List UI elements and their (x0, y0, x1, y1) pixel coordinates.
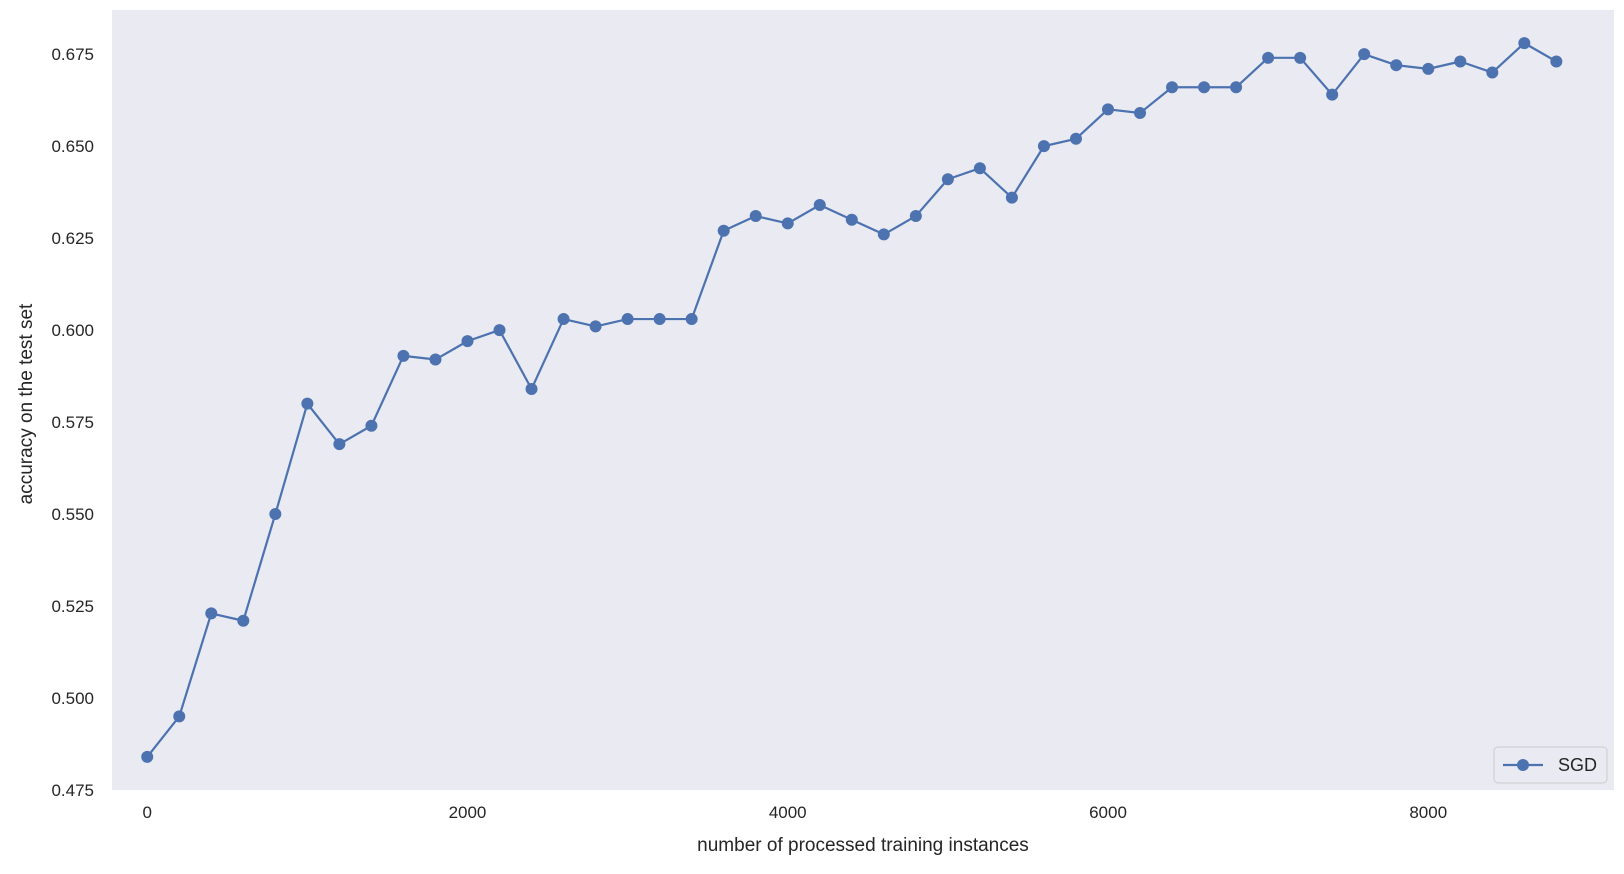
data-point (941, 173, 954, 186)
legend-label-sgd: SGD (1558, 755, 1597, 775)
y-axis-label: accuracy on the test set (16, 303, 37, 504)
data-point (973, 162, 986, 175)
y-tick-label: 0.525 (51, 597, 94, 616)
data-point (1326, 88, 1339, 101)
data-point (173, 710, 186, 723)
y-tick-label: 0.500 (51, 689, 94, 708)
data-point (365, 419, 378, 432)
data-point (237, 614, 250, 627)
data-point (1037, 140, 1050, 153)
data-point (1069, 132, 1082, 145)
data-point (589, 320, 602, 333)
legend-box (1493, 746, 1608, 784)
data-point (1101, 103, 1114, 116)
data-point (1166, 81, 1179, 94)
data-point (877, 228, 890, 241)
data-point (845, 213, 858, 226)
series-layer (141, 37, 1563, 763)
data-point (301, 397, 314, 410)
data-point (1294, 51, 1307, 64)
data-point (1198, 81, 1211, 94)
y-tick-label: 0.600 (51, 321, 94, 340)
y-tick-label: 0.550 (51, 505, 94, 524)
data-point (397, 349, 410, 362)
data-point (685, 313, 698, 326)
data-point (1390, 59, 1403, 72)
data-point (333, 438, 346, 451)
data-point (621, 313, 634, 326)
x-tick-label: 2000 (449, 803, 487, 822)
data-point (909, 210, 922, 223)
data-point (813, 199, 826, 211)
data-point (141, 750, 154, 763)
x-tick-label: 6000 (1089, 803, 1127, 822)
data-point (1005, 191, 1018, 204)
data-point (461, 335, 474, 348)
data-point (1550, 55, 1563, 68)
y-tick-label: 0.675 (51, 45, 94, 64)
y-tick-label: 0.475 (51, 781, 94, 800)
data-point (1486, 66, 1499, 79)
data-point (429, 353, 442, 366)
legend: SGD (1493, 746, 1608, 784)
data-point (269, 508, 282, 521)
x-tick-label: 4000 (769, 803, 807, 822)
y-tick-label: 0.650 (51, 137, 94, 156)
data-point (1262, 51, 1275, 64)
data-point (525, 382, 538, 395)
data-point (1134, 107, 1147, 120)
legend-marker-sgd (1517, 759, 1529, 771)
y-tick-label: 0.575 (51, 413, 94, 432)
data-point (1358, 48, 1371, 61)
x-axis-ticks: 0 2000 4000 6000 8000 (142, 803, 1447, 822)
x-tick-label: 0 (142, 803, 151, 822)
data-point (493, 324, 506, 337)
data-point (1230, 81, 1243, 94)
data-point (205, 607, 218, 620)
data-point (1454, 55, 1467, 68)
y-axis-ticks: 0.475 0.500 0.525 0.550 0.575 0.600 0.625 0.650… (51, 45, 94, 800)
data-point (749, 210, 762, 223)
plot-area (112, 10, 1614, 790)
data-point (1422, 62, 1435, 75)
x-axis-label: number of processed training instances (697, 835, 1029, 856)
data-point (717, 224, 730, 237)
data-point (781, 217, 794, 230)
x-tick-label: 8000 (1409, 803, 1447, 822)
data-point (557, 313, 570, 326)
data-point (653, 313, 666, 326)
data-point (1518, 37, 1531, 50)
y-tick-label: 0.625 (51, 229, 94, 248)
